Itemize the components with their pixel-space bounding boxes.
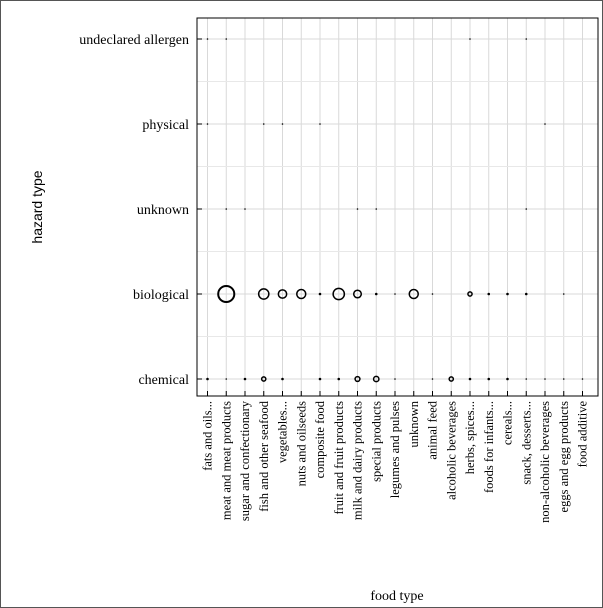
point-meat-and-meat-products-unknown <box>225 208 228 210</box>
point-special-products-chemical <box>372 375 380 383</box>
point-cereals-chemical <box>506 377 509 381</box>
point-animal-feed-chemical <box>431 378 434 380</box>
x-tick-label-special-products: special products <box>369 401 383 482</box>
point-unknown-biological <box>408 288 419 300</box>
point-vegetables-chemical <box>281 377 284 381</box>
point-meat-and-meat-products-chemical <box>225 378 228 380</box>
point-composite-food-chemical <box>318 377 322 381</box>
point-special-products-unknown <box>375 208 378 210</box>
point-special-products-biological <box>374 292 378 296</box>
x-tick-label-non-alcoholic-beverages: non-alcoholic beverages <box>538 401 552 523</box>
x-tick-label-fats-and-oils: fats and oils... <box>201 401 215 471</box>
point-eggs-and-egg-products-chemical <box>562 378 565 380</box>
x-tick-label-herbs-spices: herbs, spices... <box>463 401 477 474</box>
point-fish-and-other-seafood-biological <box>257 288 270 300</box>
point-herbs-spices-undeclared-allergen <box>469 38 471 40</box>
point-non-alcoholic-beverages-physical <box>544 123 546 125</box>
point-fish-and-other-seafood-chemical <box>260 376 267 382</box>
x-tick-label-foods-for-infants: foods for infants... <box>482 401 496 493</box>
point-sugar-and-confectionary-unknown <box>244 208 246 210</box>
point-foods-for-infants-chemical <box>487 377 491 381</box>
x-tick-label-composite-food: composite food <box>313 400 327 478</box>
grid-layer <box>197 18 598 396</box>
x-tick-label-alcoholic-beverages: alcoholic beverages <box>444 401 458 500</box>
x-tick-label-food-additive: food additive <box>576 401 590 468</box>
point-snack-desserts-biological <box>524 292 528 296</box>
point-herbs-spices-chemical <box>468 377 472 381</box>
y-tick-label-chemical: chemical <box>138 373 189 388</box>
x-tick-label-unknown: unknown <box>407 400 421 447</box>
x-tick-labels: fats and oils... meat and meat products su… <box>201 391 590 523</box>
point-animal-feed-biological <box>431 293 434 295</box>
point-meat-and-meat-products-undeclared-allergen <box>225 38 228 40</box>
x-tick-label-vegetables: vegetables... <box>276 401 290 463</box>
point-food-additive-chemical <box>581 378 584 380</box>
point-vegetables-biological <box>277 289 288 299</box>
x-tick-label-milk-and-dairy-products: milk and dairy products <box>351 401 365 520</box>
point-herbs-spices-biological <box>467 291 473 297</box>
y-tick-label-undeclared-allergen: undeclared allergen <box>79 33 189 48</box>
x-tick-label-fish-and-other-seafood: fish and other seafood <box>257 400 271 511</box>
point-sugar-and-confectionary-chemical <box>243 377 247 381</box>
point-snack-desserts-chemical <box>525 378 528 380</box>
point-cereals-biological <box>506 292 509 296</box>
point-snack-desserts-unknown <box>525 208 528 210</box>
point-meat-and-meat-products-biological <box>217 284 236 304</box>
x-axis-label: food type <box>370 589 423 604</box>
point-non-alcoholic-beverages-chemical <box>544 378 546 380</box>
y-tick-labels: chemical biological unknown physical undecla… <box>79 33 202 388</box>
point-legumes-and-pulses-chemical <box>394 378 396 380</box>
x-tick-label-legumes-and-pulses: legumes and pulses <box>388 401 402 498</box>
point-fats-and-oils-physical <box>206 123 209 125</box>
point-composite-food-physical <box>319 123 321 125</box>
point-fruit-and-fruit-products-biological <box>332 287 346 301</box>
x-tick-label-fruit-and-fruit-products: fruit and fruit products <box>332 401 346 515</box>
point-eggs-and-egg-products-biological <box>562 293 565 295</box>
point-fish-and-other-seafood-physical <box>262 123 265 125</box>
x-tick-label-snack-desserts: snack, desserts... <box>519 401 533 485</box>
point-fats-and-oils-chemical <box>206 377 209 381</box>
point-milk-and-dairy-products-chemical <box>354 375 361 383</box>
plot-area <box>196 17 599 397</box>
y-tick-label-physical: physical <box>142 118 189 133</box>
y-tick-label-biological: biological <box>133 288 189 303</box>
point-composite-food-biological <box>318 292 322 296</box>
point-nuts-and-oilseeds-biological <box>296 288 307 300</box>
point-milk-and-dairy-products-biological <box>352 289 363 299</box>
point-fruit-and-fruit-products-chemical <box>337 377 341 381</box>
y-tick-label-unknown: unknown <box>137 203 189 218</box>
point-fats-and-oils-undeclared-allergen <box>206 38 209 40</box>
y-axis-label: hazard type <box>29 170 45 243</box>
data-points <box>206 38 584 383</box>
x-tick-label-animal-feed: animal feed <box>426 400 440 459</box>
x-tick-label-nuts-and-oilseeds: nuts and oilseeds <box>294 401 308 487</box>
x-tick-label-sugar-and-confectionary: sugar and confectionary <box>238 400 252 521</box>
point-legumes-and-pulses-biological <box>394 293 396 295</box>
x-tick-label-eggs-and-egg-products: eggs and egg products <box>557 401 571 513</box>
point-snack-desserts-undeclared-allergen <box>525 38 528 40</box>
point-alcoholic-beverages-chemical <box>448 376 455 382</box>
point-milk-and-dairy-products-unknown <box>356 208 359 210</box>
point-vegetables-physical <box>281 123 284 125</box>
point-foods-for-infants-biological <box>487 292 491 296</box>
x-tick-label-meat-and-meat-products: meat and meat products <box>219 401 233 520</box>
x-tick-label-cereals: cereals... <box>501 401 515 445</box>
